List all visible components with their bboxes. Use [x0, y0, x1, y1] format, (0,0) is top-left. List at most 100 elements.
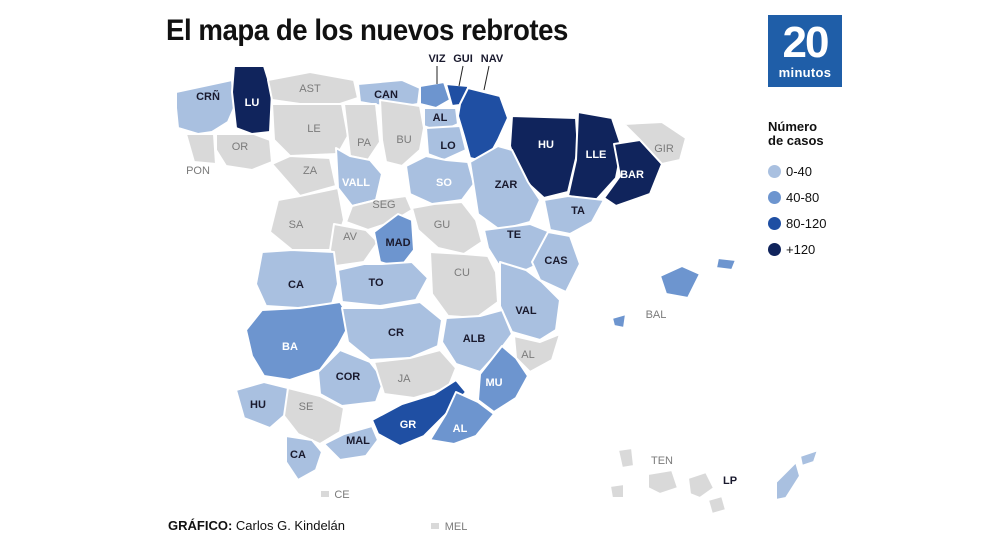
label-bar: BAR: [620, 169, 644, 181]
label-hu-huelva: HU: [250, 399, 266, 411]
label-cu: CU: [454, 267, 470, 279]
label-can: CAN: [374, 89, 398, 101]
region-ast: [267, 71, 359, 105]
region-pon: [185, 133, 217, 165]
label-pon: PON: [186, 165, 210, 177]
label-ca-cadiz: CA: [290, 449, 306, 461]
label-za: ZA: [303, 165, 318, 177]
label-lu: LU: [245, 97, 260, 109]
label-al-almeria: AL: [453, 423, 468, 435]
label-crn: CRÑ: [196, 90, 220, 103]
region-al-almeria: [429, 391, 495, 445]
region-lp-fuerteventura: [775, 461, 801, 501]
region-za: [271, 155, 337, 197]
label-to: TO: [368, 277, 384, 289]
label-lp: LP: [723, 475, 737, 487]
region-zar: [469, 145, 541, 231]
region-cu: [429, 251, 499, 319]
label-ba: BA: [282, 341, 298, 353]
region-ce: [319, 489, 331, 499]
region-bal-mallorca: [659, 265, 701, 299]
region-ta: [543, 195, 605, 235]
region-gir: [623, 121, 687, 165]
map-title: El mapa de los nuevos rebrotes: [166, 14, 568, 47]
region-lp-gran-canaria: [707, 495, 727, 515]
region-av: [329, 223, 379, 267]
region-cas: [531, 231, 581, 293]
label-mu: MU: [485, 377, 502, 389]
region-ja: [373, 349, 457, 399]
legend-item-40-80: 40-80: [768, 184, 878, 210]
label-or: OR: [232, 141, 249, 153]
label-gir: GIR: [654, 143, 674, 155]
label-alb: ALB: [463, 333, 486, 345]
region-mu: [477, 345, 529, 413]
20minutos-logo: 20 minutos: [768, 15, 842, 87]
legend-item-0-40: 0-40: [768, 158, 878, 184]
region-or: [215, 133, 273, 171]
label-cor: COR: [336, 371, 361, 383]
region-pa: [343, 103, 381, 161]
gui-leader-line: [458, 65, 464, 87]
legend-swatch: [768, 190, 781, 204]
label-ast: AST: [299, 83, 321, 95]
label-mad: MAD: [385, 237, 410, 249]
region-ten-island-2: [647, 469, 679, 495]
region-cor: [317, 349, 385, 407]
label-sa: SA: [289, 219, 304, 231]
region-ten-island-1: [617, 447, 635, 469]
label-so: SO: [436, 177, 452, 189]
label-nav: NAV: [481, 53, 504, 65]
credit-label: GRÁFICO:: [168, 518, 233, 533]
region-viz: [419, 81, 451, 109]
label-al-alicante: AL: [521, 349, 534, 361]
region-lp-lanzarote: [799, 449, 819, 467]
logo-number: 20: [782, 18, 830, 67]
region-ca-cadiz: [285, 435, 323, 481]
label-gu: GU: [434, 219, 451, 231]
region-ten-island-3: [609, 483, 625, 499]
label-seg: SEG: [372, 199, 395, 211]
label-vall: VALL: [342, 177, 370, 189]
legend-title: Número de casos: [768, 119, 824, 148]
region-vall: [335, 147, 383, 207]
legend-swatch: [768, 242, 781, 256]
region-lu: [231, 65, 273, 135]
label-ta: TA: [571, 205, 585, 217]
region-lo: [425, 125, 467, 161]
label-gr: GR: [400, 419, 417, 431]
region-ten-island-4: [687, 471, 715, 499]
region-bal-ibiza: [611, 313, 627, 329]
region-ba: [245, 301, 353, 381]
label-mel: MEL: [445, 521, 468, 533]
label-viz: VIZ: [428, 53, 445, 65]
region-mad: [373, 213, 415, 269]
label-lo: LO: [440, 140, 456, 152]
region-crn: [175, 79, 235, 135]
region-bu: [379, 99, 425, 167]
label-av: AV: [343, 231, 358, 243]
label-se: SE: [299, 401, 314, 413]
credit: GRÁFICO: Carlos G. Kindelán: [168, 518, 345, 533]
label-gui: GUI: [453, 53, 473, 65]
label-bal: BAL: [646, 309, 667, 321]
label-cas: CAS: [544, 255, 567, 267]
legend-swatch: [768, 164, 781, 178]
legend: Número de casos 0-40 40-80 80-120 +120: [768, 120, 878, 262]
label-al-alava: AL: [433, 112, 448, 124]
legend-swatch: [768, 216, 781, 230]
label-bu: BU: [396, 134, 411, 146]
region-mel: [429, 521, 441, 531]
region-bal-menorca: [715, 257, 737, 271]
label-ce: CE: [334, 489, 349, 501]
label-ja: JA: [398, 373, 412, 385]
label-ca-caceres: CA: [288, 279, 304, 291]
region-can: [357, 79, 421, 109]
label-pa: PA: [357, 137, 372, 149]
label-le: LE: [307, 123, 320, 135]
region-mal: [323, 425, 379, 461]
region-gu: [411, 201, 483, 255]
label-zar: ZAR: [495, 179, 518, 191]
region-cr: [341, 301, 443, 361]
